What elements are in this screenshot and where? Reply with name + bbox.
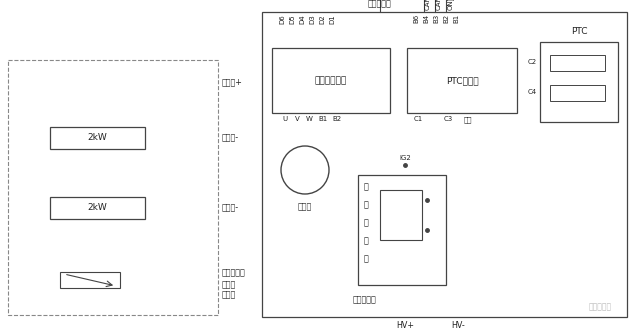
Text: 继: 继	[364, 218, 369, 227]
Text: B3: B3	[433, 14, 439, 23]
Text: 温度传感器: 温度传感器	[368, 0, 392, 8]
Bar	[550, 55, 605, 71]
Bar	[272, 48, 390, 113]
Text: CAN-H: CAN-H	[425, 0, 431, 10]
Bar	[50, 127, 145, 149]
Bar	[550, 85, 605, 101]
Text: PTC控制器: PTC控制器	[445, 76, 478, 85]
Text: 器: 器	[364, 254, 369, 263]
Text: U: U	[282, 116, 287, 122]
Text: W: W	[305, 116, 312, 122]
Text: 2kW: 2kW	[88, 134, 108, 143]
Text: 空: 空	[364, 182, 369, 191]
Text: 机电微字堂: 机电微字堂	[589, 302, 612, 311]
Text: C1: C1	[413, 116, 422, 122]
Bar	[407, 48, 517, 113]
Text: ON机: ON机	[447, 0, 454, 10]
Text: HV-: HV-	[451, 321, 465, 330]
Text: 2kW: 2kW	[88, 203, 108, 212]
Bar	[540, 42, 618, 122]
Text: D2: D2	[319, 14, 325, 24]
Bar	[358, 175, 446, 285]
Text: D6: D6	[279, 14, 285, 24]
Text: D5: D5	[289, 14, 295, 24]
Text: D4: D4	[299, 14, 305, 24]
Text: B1: B1	[318, 116, 328, 122]
Text: 高压正+: 高压正+	[222, 78, 243, 87]
Text: B2: B2	[443, 14, 449, 23]
Text: C3: C3	[444, 116, 452, 122]
Text: HV+: HV+	[396, 321, 414, 330]
Text: 控制器: 控制器	[222, 290, 236, 299]
Bar	[380, 190, 422, 240]
Text: 压缩机控制器: 压缩机控制器	[315, 76, 347, 85]
Text: 调: 调	[364, 200, 369, 209]
Bar	[8, 60, 218, 315]
Text: 或温度: 或温度	[222, 280, 236, 289]
Text: C4: C4	[528, 89, 537, 95]
Text: V: V	[294, 116, 300, 122]
Text: IG2: IG2	[399, 155, 411, 161]
Text: 电: 电	[364, 236, 369, 245]
Text: 高压负-: 高压负-	[222, 134, 239, 143]
Text: B1: B1	[453, 14, 459, 23]
Bar	[60, 272, 120, 288]
Text: PTC: PTC	[571, 27, 588, 36]
Text: B2: B2	[332, 116, 342, 122]
Text: D3: D3	[309, 14, 315, 24]
Text: B6: B6	[413, 14, 419, 23]
Text: B4: B4	[423, 14, 429, 23]
Text: 压缩机: 压缩机	[298, 202, 312, 211]
Text: C2: C2	[528, 59, 537, 65]
Bar	[262, 12, 627, 317]
Text: D1: D1	[329, 14, 335, 24]
Text: 继电器控制: 继电器控制	[353, 295, 377, 304]
Text: 负极: 负极	[464, 116, 472, 123]
Text: CAN-L: CAN-L	[436, 0, 442, 10]
Text: 温度传感器: 温度传感器	[222, 268, 246, 277]
Text: 高压负-: 高压负-	[222, 203, 239, 212]
Bar	[50, 197, 145, 219]
